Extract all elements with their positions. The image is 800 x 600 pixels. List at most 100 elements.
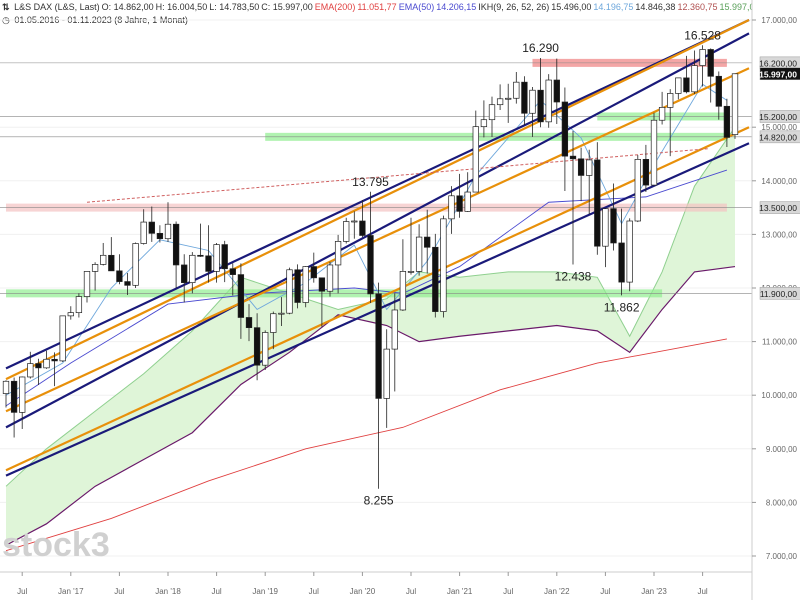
candle-body [132,243,139,286]
candle [326,261,334,297]
candle [351,211,358,239]
price-annotation: 16.290 [522,41,559,55]
candle [610,183,617,251]
y-axis-background [752,0,800,600]
candle [83,271,91,303]
candle-body [229,268,236,275]
candle [51,352,58,387]
candle-body [326,264,334,292]
candle-body [367,235,374,295]
header-value: L: 14.783,50 [209,2,260,12]
candle [302,266,309,308]
candle [124,272,131,295]
candle [618,208,625,296]
candle-body [262,332,269,366]
candle [537,58,544,128]
candle-body [383,348,390,399]
candle [561,87,569,191]
candle-body [164,223,172,240]
candle [237,263,245,339]
candle [229,263,236,296]
header-value: L&S DAX (L&S, Last) [14,2,100,12]
candle [59,315,66,362]
header-value: 14.196,75 [593,2,634,12]
y-tick-label: 15.000,00 [761,123,797,132]
candle [456,173,463,218]
x-tick-label: Jul [114,587,124,596]
candle-body [472,126,479,193]
candle-body [691,65,698,93]
candle [545,74,552,128]
x-tick-label: Jan '23 [641,587,667,596]
candle-body [278,312,285,315]
x-tick-label: Jul [503,587,513,596]
header-value: 15.997,00 [719,2,760,12]
candle-body [699,49,706,66]
trend-line [5,19,750,381]
candle [189,252,196,294]
price-tag-label: 16.200,00 [759,58,797,68]
header-value: 14.846,38 [635,2,676,12]
candle [262,330,269,371]
candle [513,71,520,104]
x-tick-label: Jul [309,587,319,596]
candle [310,252,317,283]
watermark: stock3 [2,526,110,564]
candle-body [205,255,212,272]
candle [375,282,382,489]
candle [270,311,277,350]
y-tick-label: 17.000,00 [761,16,797,25]
x-tick-label: Jan '22 [544,587,570,596]
candle-body [731,73,739,135]
candle [488,96,496,137]
candle [156,225,164,243]
candle [521,76,528,126]
trend-line [86,148,709,203]
candle-body [197,254,204,257]
candle [391,293,398,392]
candle [699,45,706,87]
candle [675,77,682,100]
candle-body [391,309,398,350]
candle [626,218,633,292]
candle-body [642,159,650,186]
candle-body [213,244,220,272]
candle-body [424,236,431,248]
candle [278,297,285,327]
candle-body [683,77,690,93]
x-tick-label: Jul [406,587,416,596]
x-tick-label: Jul [697,587,707,596]
candle [715,71,722,120]
candle-body [334,241,342,266]
candle-body [375,293,382,399]
candle-body [723,105,731,138]
candle [35,358,42,386]
y-tick-label: 13.000,00 [761,230,797,239]
candle-body [521,81,528,114]
price-annotation: 8.255 [364,494,394,508]
candle-body [302,266,309,303]
candle [116,254,123,285]
candle-body [83,271,91,297]
indicator-line [5,83,728,396]
candle-body [359,220,366,236]
indicator-line [5,338,727,552]
candle-body [172,223,180,266]
candle [683,55,690,94]
y-tick-label: 14.000,00 [761,177,797,186]
header-value: 12.360,75 [677,2,718,12]
price-tag-box [759,110,800,123]
price-tag-label: 14.820,00 [759,132,797,142]
candle [172,221,180,288]
candle-body [124,281,131,286]
candle-body [270,313,277,333]
candle [108,237,115,272]
header-value: 15.496,00 [551,2,592,12]
candle [383,329,390,428]
candle [10,377,18,438]
price-tag-label: 15.200,00 [759,112,797,122]
candle-body [675,77,682,94]
candle [496,84,504,111]
